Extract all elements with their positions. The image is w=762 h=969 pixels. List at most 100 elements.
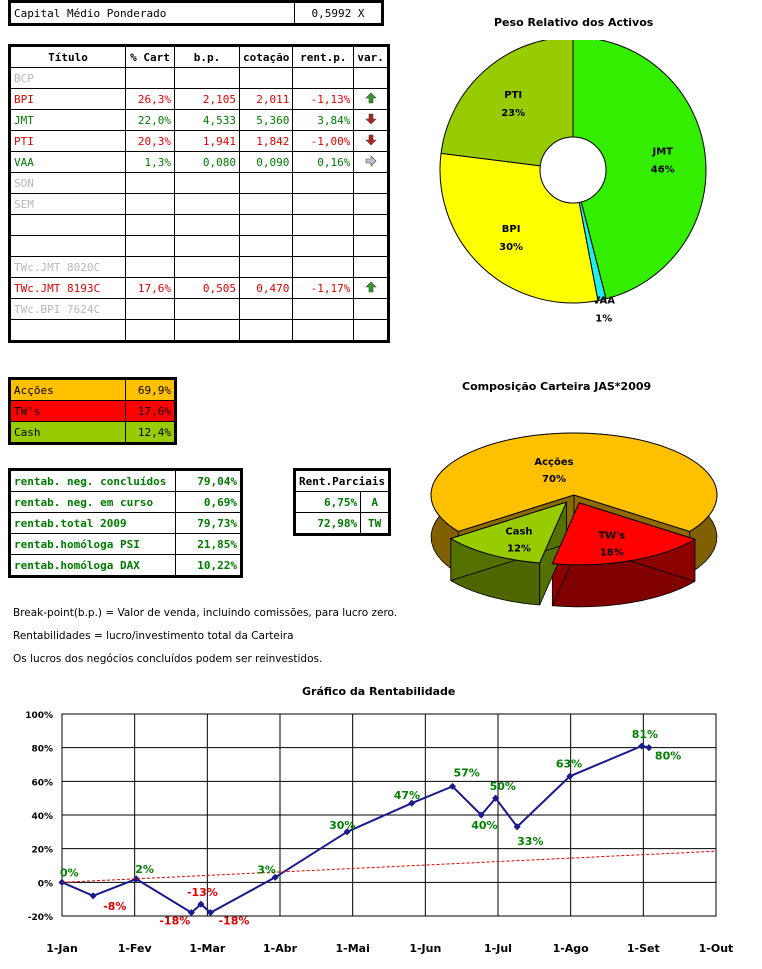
partial-row: 6,75% A	[294, 491, 390, 513]
data-label: 57%	[453, 766, 479, 779]
data-label: 2%	[135, 863, 154, 876]
pie3d-slice	[449, 501, 568, 564]
portfolio-cell-cot	[238, 172, 294, 194]
returns-table: rentab. neg. concluídos 79,04% rentab. n…	[8, 468, 243, 578]
portfolio-table: Título % Cart b.p. cotação rent.p. var. …	[8, 44, 390, 343]
portfolio-row: JMT 22,0% 4,533 5,360 3,84%	[10, 109, 388, 131]
y-tick-label: 100%	[25, 711, 53, 721]
portfolio-cell-cot	[238, 298, 294, 320]
y-tick-label: 40%	[31, 812, 53, 822]
pie1-title: Peso Relativo dos Activos	[494, 16, 654, 29]
returns-label: rentab. neg. em curso	[10, 491, 176, 513]
composition-row: Acções 69,9%	[10, 379, 175, 401]
pie3d-value-label: 18%	[600, 548, 624, 559]
portfolio-cell-rent	[292, 193, 355, 215]
portfolio-header-row: Título % Cart b.p. cotação rent.p. var.	[10, 46, 388, 68]
pie2-title: Composição Carteira JAS*2009	[462, 380, 652, 393]
pie3d-value-label: 12%	[507, 544, 531, 555]
portfolio-cell-name: VAA	[10, 151, 126, 173]
returns-row: rentab. neg. concluídos 79,04%	[10, 470, 241, 492]
note-lucros: Os lucros dos negócios concluídos podem …	[13, 653, 323, 665]
portfolio-cell-cot	[238, 319, 294, 341]
portfolio-cell-bp	[174, 298, 240, 320]
portfolio-cell-name: TWc.JMT 8193C	[10, 277, 126, 299]
header-var: var.	[353, 46, 388, 68]
portfolio-cell-cot	[238, 193, 294, 215]
data-label: 3%	[257, 863, 276, 876]
line-chart-title: Gráfico da Rentabilidade	[302, 685, 456, 698]
header-titulo: Título	[10, 46, 126, 68]
arrow-right-icon	[353, 151, 388, 173]
x-tick-label: 1-Abr	[263, 942, 298, 955]
portfolio-cell-name: BPI	[10, 88, 126, 110]
x-tick-label: 1-Mar	[189, 942, 226, 955]
portfolio-row	[10, 319, 388, 341]
x-tick-label: 1-Jun	[409, 942, 441, 955]
portfolio-cell-name: TWc.JMT 8020C	[10, 256, 126, 278]
partial-value: 72,98%	[294, 512, 362, 534]
portfolio-row	[10, 235, 388, 257]
portfolio-cell-var	[353, 235, 388, 257]
composition-value: 12,4%	[125, 421, 175, 443]
portfolio-cell-cot: 2,011	[238, 88, 294, 110]
pie-label: PTI	[504, 90, 522, 101]
portfolio-cell-cart: 20,3%	[125, 130, 175, 152]
portfolio-row: TWc.BPI 7624C	[10, 298, 388, 320]
pie3d-slice	[551, 502, 697, 566]
portfolio-row: VAA 1,3% 0,080 0,090 0,16%	[10, 151, 388, 173]
portfolio-cell-rent: -1,13%	[292, 88, 355, 110]
data-label: -18%	[219, 915, 250, 928]
x-tick-label: 1-Fev	[118, 942, 153, 955]
header-rent: rent.p.	[292, 46, 355, 68]
portfolio-cell-var	[353, 319, 388, 341]
composition-row: Cash 12,4%	[10, 421, 175, 443]
pie-chart-assets: JMT 46% VAA 1% BPI 30% PTI 23%	[439, 40, 707, 325]
y-tick-label: -20%	[28, 913, 53, 923]
portfolio-cell-name: TWc.BPI 7624C	[10, 298, 126, 320]
portfolio-cell-rent: -1,17%	[292, 277, 355, 299]
composition-value: 17,6%	[125, 400, 175, 422]
data-label: 33%	[517, 835, 543, 848]
returns-row: rentab.homóloga PSI 21,85%	[10, 533, 241, 555]
composition-label: Cash	[10, 421, 126, 443]
data-point	[566, 772, 574, 780]
portfolio-cell-bp: 0,080	[174, 151, 240, 173]
header-cart: % Cart	[125, 46, 175, 68]
partial-code: TW	[360, 512, 390, 534]
data-label: -8%	[103, 900, 126, 913]
portfolio-cell-bp: 2,105	[174, 88, 240, 110]
pie-value-label: 46%	[651, 165, 675, 176]
x-tick-label: 1-Set	[627, 942, 660, 955]
composition-label: TW's	[10, 400, 126, 422]
arrow-down-icon	[353, 130, 388, 152]
pie-slice-jmt	[572, 40, 707, 300]
portfolio-cell-rent	[292, 214, 355, 236]
portfolio-cell-bp: 4,533	[174, 109, 240, 131]
reference-line	[61, 850, 717, 883]
portfolio-cell-cart	[125, 256, 175, 278]
returns-label: rentab. neg. concluídos	[10, 470, 176, 492]
portfolio-row: PTI 20,3% 1,941 1,842 -1,00%	[10, 130, 388, 152]
portfolio-cell-cart	[125, 298, 175, 320]
portfolio-cell-var	[353, 172, 388, 194]
returns-value: 79,73%	[175, 512, 241, 534]
data-point	[408, 799, 416, 807]
returns-row: rentab.total 2009 79,73%	[10, 512, 241, 534]
portfolio-cell-rent	[292, 256, 355, 278]
x-tick-label: 1-Jan	[46, 942, 78, 955]
returns-row: rentab. neg. em curso 0,69%	[10, 491, 241, 513]
portfolio-cell-rent: -1,00%	[292, 130, 355, 152]
data-label: 40%	[471, 819, 497, 832]
portfolio-row: SEM	[10, 193, 388, 215]
composition-row: TW's 17,6%	[10, 400, 175, 422]
pie3d-label: TW's	[598, 531, 625, 542]
portfolio-cell-rent	[292, 67, 355, 89]
portfolio-cell-name	[10, 319, 126, 341]
arrow-down-icon	[353, 109, 388, 131]
portfolio-cell-bp	[174, 235, 240, 257]
partial-code: A	[360, 491, 390, 513]
portfolio-cell-cot: 5,360	[238, 109, 294, 131]
portfolio-cell-cart	[125, 172, 175, 194]
portfolio-cell-bp	[174, 256, 240, 278]
data-point	[343, 828, 351, 836]
